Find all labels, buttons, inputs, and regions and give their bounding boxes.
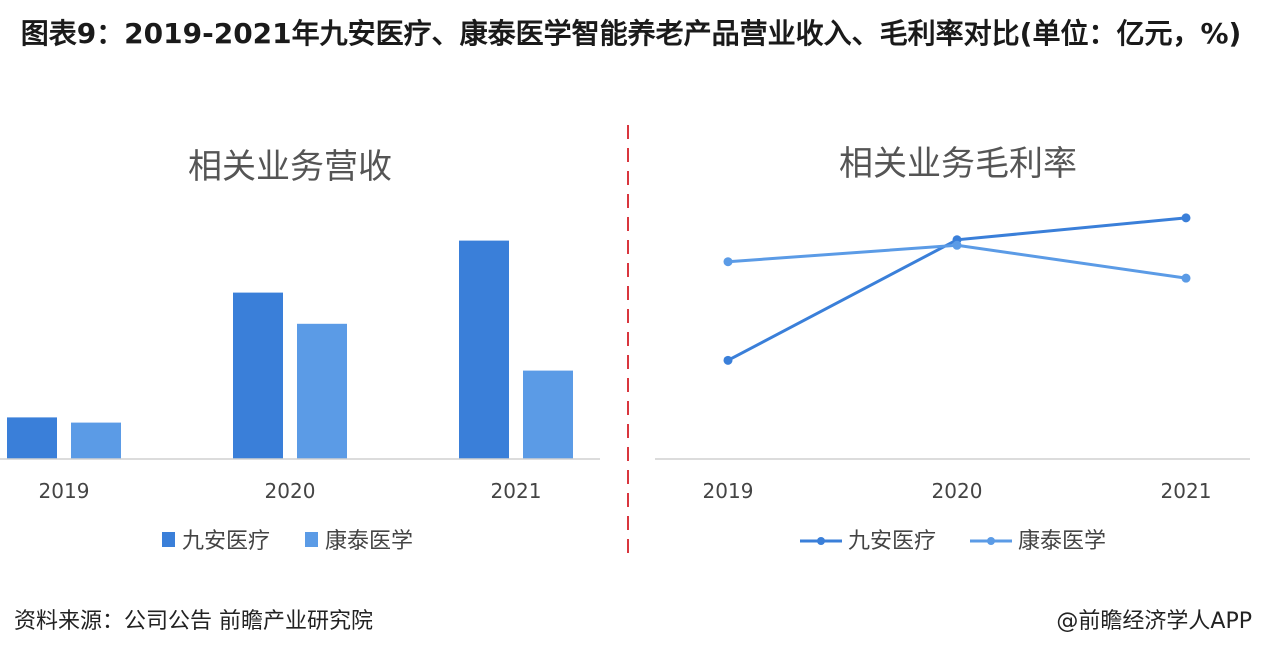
bar-chart-title: 相关业务营收	[188, 147, 392, 187]
line-legend: 九安医疗 康泰医学	[800, 529, 1106, 554]
series-line-2	[727, 243, 1187, 280]
credit-note: @前瞻经济学人APP	[1056, 609, 1252, 634]
line-x-tick: 2021	[1161, 479, 1212, 503]
line-x-tick: 2020	[932, 479, 983, 503]
bar-2-2020	[297, 323, 347, 459]
bar-x-tick: 2020	[265, 479, 316, 503]
bar-legend: 九安医疗 康泰医学	[162, 529, 413, 554]
point-2-2020	[952, 240, 962, 250]
legend-dot-series2	[987, 537, 995, 545]
source-note: 资料来源：公司公告 前瞻产业研究院	[14, 609, 373, 634]
legend-swatch-series1	[162, 532, 175, 547]
legend-label-series2: 康泰医学	[1018, 529, 1106, 554]
legend-label-series1: 九安医疗	[182, 529, 270, 554]
legend-swatch-series2	[305, 532, 318, 547]
legend-label-series2: 康泰医学	[325, 529, 413, 554]
point-2-2019	[723, 257, 733, 267]
bar-1-2019	[7, 417, 57, 459]
bar-2-2019	[71, 422, 121, 459]
bar-x-tick: 2019	[39, 479, 90, 503]
legend-dot-series1	[817, 537, 825, 545]
bar-1-2020	[233, 292, 283, 459]
point-2-2021	[1181, 273, 1191, 283]
legend-label-series1: 九安医疗	[848, 529, 936, 554]
point-1-2019	[723, 355, 733, 365]
bar-chart: 相关业务营收 2019 2020 2021 九安医疗 康泰医学	[0, 147, 600, 554]
line-chart: 相关业务毛利率 2019 2020 2021 九安医疗 康泰医学	[655, 144, 1250, 554]
line-marks	[723, 213, 1191, 365]
bar-2-2021	[523, 370, 573, 459]
line-chart-title: 相关业务毛利率	[839, 144, 1077, 184]
page-title: 图表9：2019-2021年九安医疗、康泰医学智能养老产品营业收入、毛利率对比(…	[20, 17, 1242, 50]
bar-marks	[7, 240, 573, 459]
point-1-2021	[1181, 213, 1191, 223]
bar-1-2021	[459, 240, 509, 459]
line-x-tick: 2019	[703, 479, 754, 503]
bar-x-tick: 2021	[491, 479, 542, 503]
